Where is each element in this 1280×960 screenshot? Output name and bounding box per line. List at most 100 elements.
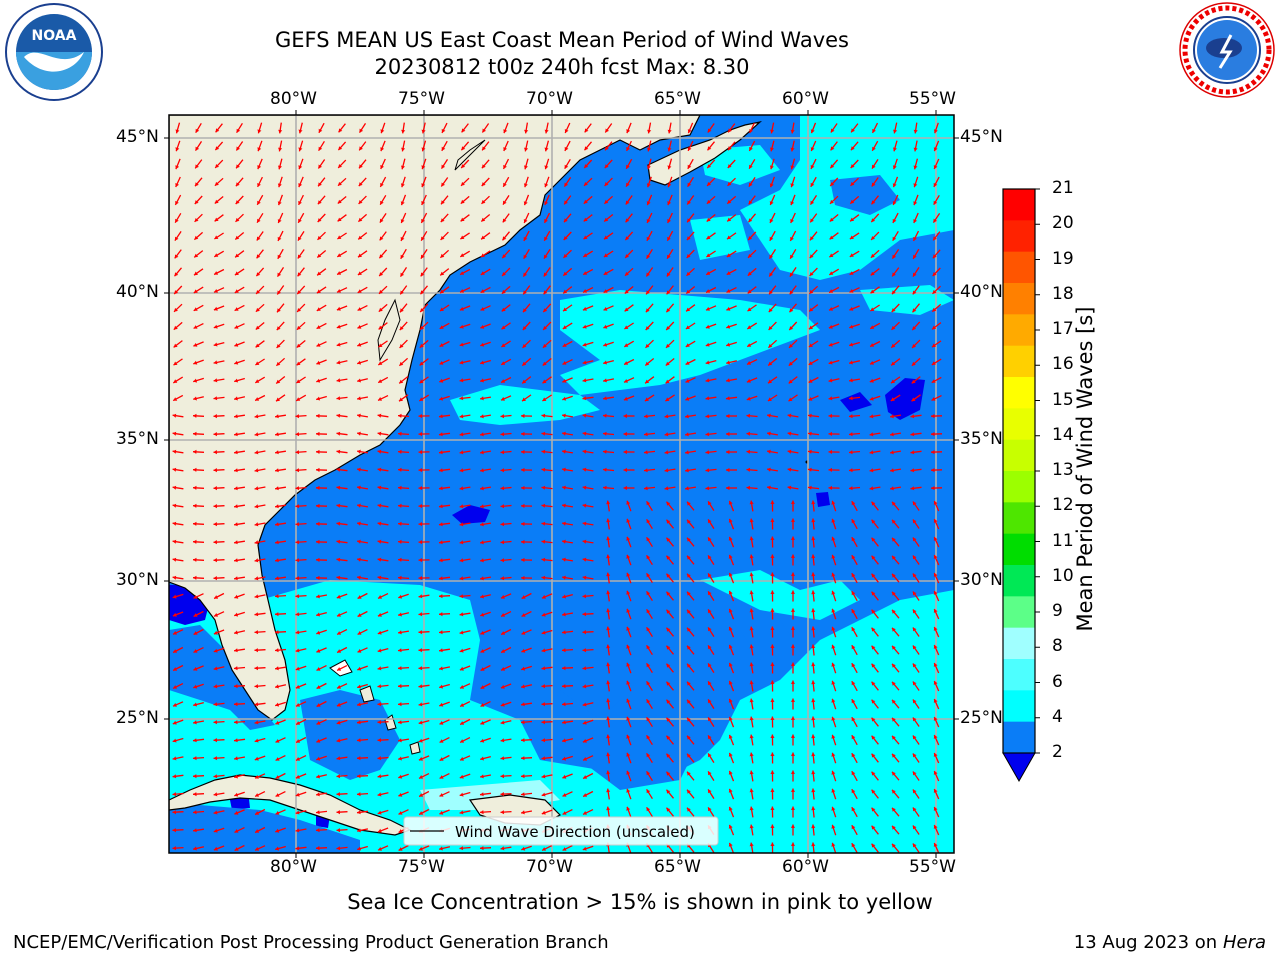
wind-arrow-head bbox=[768, 343, 773, 348]
wind-arrow-head bbox=[872, 146, 876, 151]
wind-arrow-head bbox=[666, 627, 671, 632]
wind-arrow-head bbox=[749, 770, 754, 775]
wind-arrow-head bbox=[194, 235, 199, 240]
wind-arrow-head bbox=[851, 573, 856, 578]
wind-arrow-head bbox=[603, 449, 607, 454]
wind-arrow-head bbox=[213, 306, 218, 311]
wind-arrow-head bbox=[892, 825, 896, 830]
wind-arrow-head bbox=[933, 182, 938, 187]
wind-arrow-head bbox=[316, 594, 320, 599]
wind-arrow-head bbox=[316, 485, 320, 490]
wind-arrow-head bbox=[317, 218, 322, 222]
wind-arrow-head bbox=[195, 182, 199, 187]
wind-arrow-head bbox=[255, 847, 259, 851]
wind-arrow-head bbox=[787, 467, 792, 472]
wind-arrow-head bbox=[316, 360, 321, 365]
wind-arrow-head bbox=[626, 734, 631, 739]
wind-arrow-head bbox=[234, 847, 239, 851]
wind-arrow-head bbox=[255, 793, 259, 797]
wind-arrow-head bbox=[234, 684, 238, 689]
wind-arrow-head bbox=[418, 756, 423, 761]
wind-arrow-head bbox=[767, 397, 772, 401]
wind-arrow-head bbox=[667, 183, 672, 188]
wind-arrow-head bbox=[646, 591, 651, 596]
wind-arrow-head bbox=[275, 793, 280, 797]
wind-arrow-head bbox=[357, 810, 361, 815]
wind-arrow-head bbox=[541, 792, 546, 797]
colorbar-label: Mean Period of Wind Waves [s] bbox=[1073, 306, 1097, 632]
wind-arrow-head bbox=[828, 449, 832, 454]
wind-arrow-head bbox=[747, 271, 752, 276]
wind-arrow-head bbox=[871, 717, 876, 722]
wind-arrow-head bbox=[316, 846, 320, 851]
wind-arrow-head bbox=[297, 308, 301, 312]
wind-arrow-head bbox=[523, 201, 528, 206]
wind-arrow-head bbox=[606, 716, 611, 721]
wind-arrow-head bbox=[582, 503, 587, 508]
wind-arrow-head bbox=[666, 663, 671, 668]
wind-arrow-head bbox=[480, 594, 484, 599]
wind-arrow-head bbox=[583, 253, 588, 257]
wind-arrow-head bbox=[871, 218, 876, 223]
wind-arrow-head bbox=[459, 576, 464, 581]
colorbar-band bbox=[1003, 690, 1035, 723]
wind-arrow-head bbox=[338, 146, 343, 151]
wind-arrow-head bbox=[194, 200, 199, 204]
wind-arrow-head bbox=[234, 504, 238, 509]
wind-arrow-head bbox=[562, 431, 566, 436]
wind-arrow-head bbox=[666, 573, 671, 578]
wind-arrow-head bbox=[583, 217, 588, 222]
wind-arrow-head bbox=[418, 720, 423, 725]
wind-arrow-head bbox=[828, 467, 832, 472]
wind-arrow-head bbox=[562, 594, 566, 599]
wind-arrow-head bbox=[541, 720, 545, 725]
wind-arrow-head bbox=[811, 518, 816, 523]
wind-arrow-head bbox=[687, 218, 691, 223]
wind-arrow-head bbox=[564, 200, 568, 205]
wind-arrow-head bbox=[831, 644, 836, 649]
wind-arrow-head bbox=[892, 681, 896, 686]
wind-arrow-head bbox=[666, 555, 671, 560]
wind-arrow-head bbox=[336, 575, 341, 580]
wind-arrow-head bbox=[726, 396, 730, 401]
wind-arrow-head bbox=[603, 271, 608, 275]
wind-arrow-head bbox=[830, 128, 835, 133]
wind-arrow-head bbox=[255, 343, 260, 348]
wind-arrow-head bbox=[440, 218, 445, 223]
wind-arrow-head bbox=[748, 218, 753, 223]
wind-arrow-head bbox=[500, 504, 505, 509]
wind-arrow-head bbox=[871, 753, 876, 758]
wind-arrow-head bbox=[770, 662, 775, 666]
wind-arrow-head bbox=[439, 846, 443, 851]
wind-arrow-head bbox=[685, 432, 689, 437]
wind-arrow-head bbox=[316, 828, 320, 833]
wind-arrow-head bbox=[563, 307, 567, 312]
wind-arrow-head bbox=[440, 253, 445, 258]
wind-arrow-head bbox=[667, 147, 672, 152]
wind-arrow-head bbox=[336, 467, 341, 472]
wind-arrow-head bbox=[502, 236, 507, 241]
wind-arrow-head bbox=[626, 626, 631, 631]
wind-arrow-head bbox=[626, 147, 630, 151]
wind-arrow-head bbox=[501, 631, 506, 635]
wind-arrow-head bbox=[193, 307, 198, 311]
wind-arrow-head bbox=[234, 486, 238, 491]
wind-arrow-head bbox=[400, 201, 405, 206]
wind-arrow-head bbox=[829, 289, 834, 293]
wind-arrow-head bbox=[439, 468, 443, 473]
wind-arrow-head bbox=[357, 521, 361, 526]
wind-arrow-head bbox=[664, 486, 669, 491]
wind-arrow-head bbox=[706, 306, 710, 311]
wind-arrow-head bbox=[524, 147, 529, 152]
wind-arrow-head bbox=[480, 289, 485, 293]
wind-arrow-head bbox=[645, 379, 650, 384]
wind-arrow-head bbox=[728, 644, 733, 649]
wind-arrow-head bbox=[380, 182, 384, 187]
wind-arrow-head bbox=[377, 467, 382, 472]
wind-arrow-head bbox=[910, 486, 915, 491]
wind-arrow-head bbox=[686, 271, 691, 276]
wind-arrow-head bbox=[400, 219, 405, 223]
wind-arrow-head bbox=[418, 414, 422, 419]
wind-arrow-head bbox=[851, 789, 856, 794]
wind-arrow-head bbox=[728, 518, 733, 523]
